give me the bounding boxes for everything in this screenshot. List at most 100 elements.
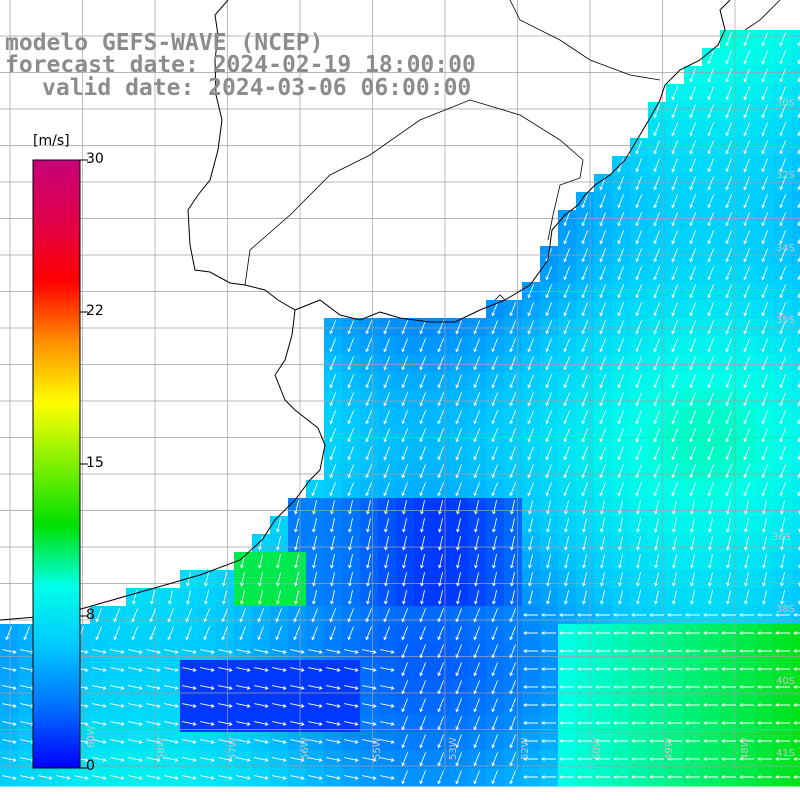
wind-arrow: [617, 482, 625, 497]
wind-arrow: [581, 266, 589, 281]
wind-arrow: [725, 284, 733, 299]
wind-arrow: [793, 649, 800, 653]
wind-arrow: [581, 482, 589, 497]
wind-arrow: [308, 703, 323, 708]
wind-arrow: [545, 302, 553, 317]
wind-cell: [792, 66, 800, 85]
wind-arrow: [492, 536, 498, 551]
wind-arrow: [600, 536, 606, 551]
wind-arrow: [775, 775, 790, 779]
wind-arrow: [164, 721, 179, 726]
wind-arrow: [762, 536, 768, 551]
wind-arrow: [420, 590, 426, 605]
wind-arrow: [779, 212, 787, 227]
wind-arrow: [793, 631, 800, 635]
wind-arrow: [128, 685, 143, 690]
wind-arrow: [775, 685, 790, 689]
wind-arrow: [290, 757, 305, 762]
wind-arrow: [653, 104, 661, 119]
wind-arrow: [780, 536, 786, 551]
wind-arrow: [2, 685, 17, 690]
wind-arrow: [779, 392, 787, 407]
wind-arrow: [384, 518, 390, 533]
wind-arrow: [797, 382, 800, 389]
wind-arrow: [599, 302, 607, 317]
wind-arrow: [671, 482, 679, 497]
wind-arrow: [110, 685, 125, 690]
wind-arrow: [613, 685, 628, 689]
wind-arrow: [473, 770, 481, 785]
wind-cell: [792, 318, 800, 337]
wind-arrow: [401, 464, 409, 479]
wind-arrow: [437, 374, 445, 389]
wind-arrow: [419, 716, 427, 731]
wind-arrow: [222, 572, 228, 587]
wind-arrow: [527, 482, 535, 497]
wind-arrow: [559, 739, 574, 743]
wind-arrow: [613, 703, 628, 707]
wind-arrow: [775, 631, 790, 635]
wind-arrow: [744, 590, 750, 605]
wind-arrow: [761, 320, 769, 335]
wind-arrow: [797, 346, 800, 353]
wind-arrow: [473, 356, 481, 371]
wind-arrow: [726, 590, 732, 605]
wind-arrow: [272, 721, 287, 726]
wind-arrow: [347, 320, 355, 335]
wind-arrow: [294, 554, 300, 569]
wind-arrow: [546, 554, 552, 569]
wind-cell: [792, 588, 800, 607]
wind-arrow: [491, 626, 499, 641]
wind-arrow: [779, 194, 787, 209]
wind-arrow: [236, 721, 251, 726]
wind-arrow: [545, 338, 553, 353]
wind-arrow: [667, 649, 682, 653]
wind-arrow: [653, 284, 661, 299]
wind-arrow: [362, 685, 377, 690]
wind-arrow: [582, 590, 588, 605]
wind-arrow: [362, 775, 377, 780]
wind-arrow: [545, 392, 553, 407]
wind-arrow: [545, 482, 553, 497]
wind-arrow: [797, 256, 800, 263]
wind-arrow: [563, 284, 571, 299]
grid-label-bottom-0: 60W: [86, 725, 97, 748]
wind-arrow: [779, 482, 787, 497]
wind-arrow: [564, 572, 570, 587]
wind-arrow: [703, 685, 718, 689]
wind-arrow: [276, 536, 282, 551]
wind-arrow: [545, 356, 553, 371]
wind-arrow: [595, 631, 610, 635]
wind-arrow: [419, 626, 427, 641]
wind-arrow: [473, 716, 481, 731]
wind-arrow: [797, 112, 800, 119]
wind-arrow: [221, 626, 229, 641]
wind-arrow: [218, 775, 233, 780]
grid-label-right-5: 38S: [776, 604, 796, 615]
wind-arrow: [257, 608, 265, 623]
wind-arrow: [708, 572, 714, 587]
wind-arrow: [527, 374, 535, 389]
wind-arrow: [347, 374, 355, 389]
wind-arrow: [707, 356, 715, 371]
wind-arrow: [420, 518, 426, 533]
wind-arrow: [128, 721, 143, 726]
wind-arrow: [23, 626, 31, 641]
wind-arrow: [365, 374, 373, 389]
wind-arrow: [739, 667, 754, 671]
wind-arrow: [2, 649, 17, 654]
wind-arrow: [473, 392, 481, 407]
wind-arrow: [635, 284, 643, 299]
wind-cell: [792, 210, 800, 229]
wind-arrow: [689, 302, 697, 317]
wind-arrow: [563, 428, 571, 443]
wind-arrow: [743, 158, 751, 173]
wind-arrow: [563, 266, 571, 281]
grid-label-right-4: 36S: [772, 532, 792, 543]
wind-arrow: [365, 392, 373, 407]
wind-arrow: [168, 590, 174, 605]
wind-arrow: [797, 274, 800, 281]
wind-arrow: [491, 446, 499, 461]
wind-arrow: [797, 328, 800, 335]
wind-arrow: [312, 536, 318, 551]
